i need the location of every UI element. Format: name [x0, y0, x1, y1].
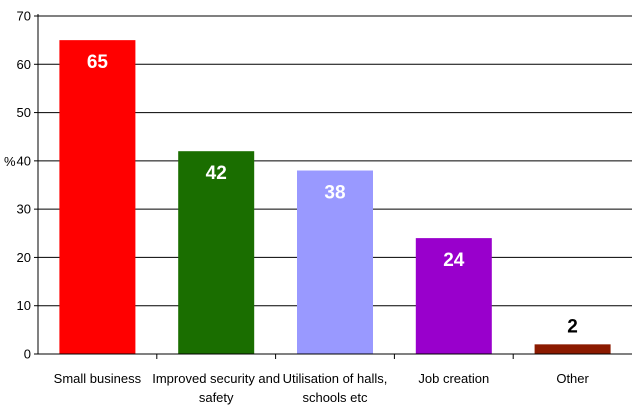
x-category-label: Other: [556, 371, 589, 386]
y-axis-label: %: [4, 154, 16, 169]
bars: [59, 40, 611, 355]
y-tick-label: 20: [17, 250, 31, 265]
y-tick-label: 40: [17, 153, 31, 168]
x-category-label: Improved security and safety: [152, 371, 280, 405]
y-tick-label: 50: [17, 105, 31, 120]
data-label: 24: [443, 250, 465, 271]
x-category-label: Small business: [54, 371, 142, 386]
data-label: 2: [567, 316, 578, 337]
data-label: 42: [206, 163, 227, 184]
x-category-label: Job creation: [418, 371, 489, 386]
y-tick-label: 70: [17, 9, 31, 24]
bar: [415, 238, 492, 354]
x-category-label: Utilisation of halls, schools etc: [283, 371, 388, 405]
y-tick-label: 0: [24, 347, 31, 362]
bar: [59, 40, 136, 355]
data-label: 65: [87, 52, 109, 73]
y-axis-ticks: 0 10 20 30 40 50 60 70: [17, 9, 38, 362]
data-label: 38: [324, 183, 345, 204]
data-labels: 65 42 38 24 2: [87, 52, 578, 337]
y-tick-label: 60: [17, 57, 31, 72]
y-tick-label: 30: [17, 202, 31, 217]
bar: [178, 151, 255, 354]
bar: [534, 344, 611, 354]
x-axis-categories: Small business Improved security and safet…: [54, 354, 590, 405]
bar: [297, 170, 373, 354]
y-tick-label: 10: [17, 298, 31, 313]
